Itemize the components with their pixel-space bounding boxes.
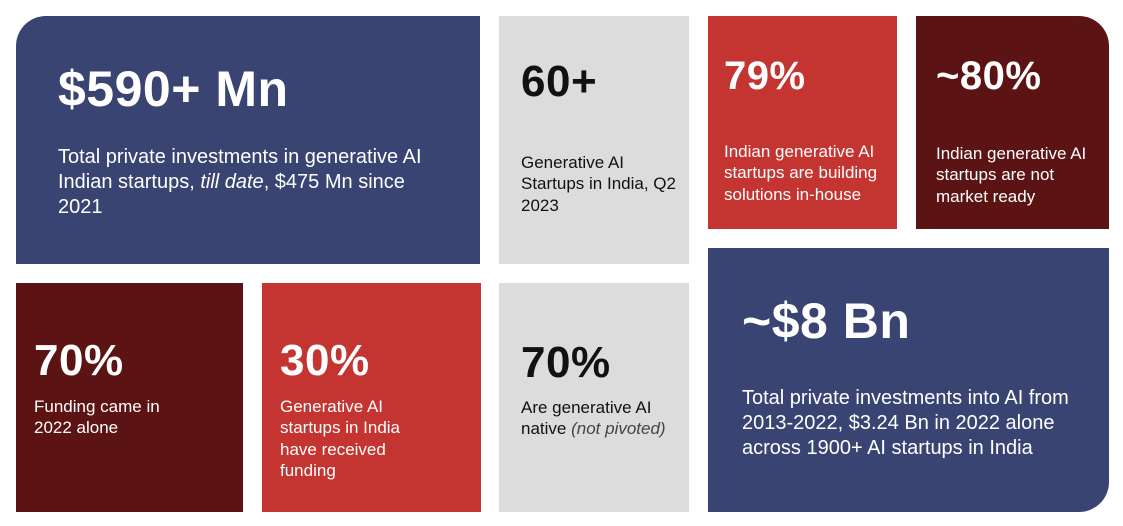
stat-tile-investments-8bn: ~$8 Bn Total private investments into AI…	[708, 248, 1109, 512]
stat-description-tail: , $475 Mn since 2021	[58, 171, 405, 218]
stat-tile-not-market-ready-80: ~80% Indian generative AI startups are n…	[916, 16, 1109, 229]
stat-tile-inhouse-79: 79% Indian generative AI startups are bu…	[708, 16, 897, 229]
stat-value: $590+ Mn	[58, 61, 289, 117]
stat-description: Funding came in 2022 alone	[34, 397, 160, 438]
stat-tile-funded-30: 30% Generative AI startups in India have…	[262, 283, 481, 512]
stat-description: Generative AI Startups in India, Q2 2023	[521, 153, 676, 215]
stat-value: 30%	[280, 336, 370, 385]
stat-description: Indian generative AI startups are buildi…	[724, 142, 878, 204]
stat-description: Generative AI startups in India have rec…	[280, 397, 401, 480]
stat-description-main: Total private investments in generative …	[58, 146, 422, 193]
stat-value: ~80%	[936, 54, 1042, 98]
stat-value: ~$8 Bn	[742, 293, 911, 349]
stat-value: 70%	[34, 336, 124, 385]
stat-value: 79%	[724, 54, 806, 98]
stat-description-italic: (not pivoted)	[571, 419, 666, 439]
stat-description-main: Are generative AI native	[521, 398, 652, 439]
stat-description: Total private investments in generative …	[58, 145, 428, 220]
stat-tile-startups-60: 60+ Generative AI Startups in India, Q2 …	[499, 16, 689, 264]
stat-description-italic: till date	[200, 171, 264, 193]
stat-tile-native-70: 70% Are generative AI native (not pivote…	[499, 283, 689, 512]
stat-description: Are generative AI native (not pivoted)	[521, 397, 666, 440]
stat-value: 60+	[521, 57, 598, 106]
stat-description: Total private investments into AI from 2…	[742, 387, 1069, 459]
stat-description: Indian generative AI startups are not ma…	[936, 144, 1087, 206]
stat-tile-investments-590: $590+ Mn Total private investments in ge…	[16, 16, 480, 264]
stat-tile-funding-2022-70: 70% Funding came in 2022 alone	[16, 283, 243, 512]
stat-value: 70%	[521, 338, 611, 387]
